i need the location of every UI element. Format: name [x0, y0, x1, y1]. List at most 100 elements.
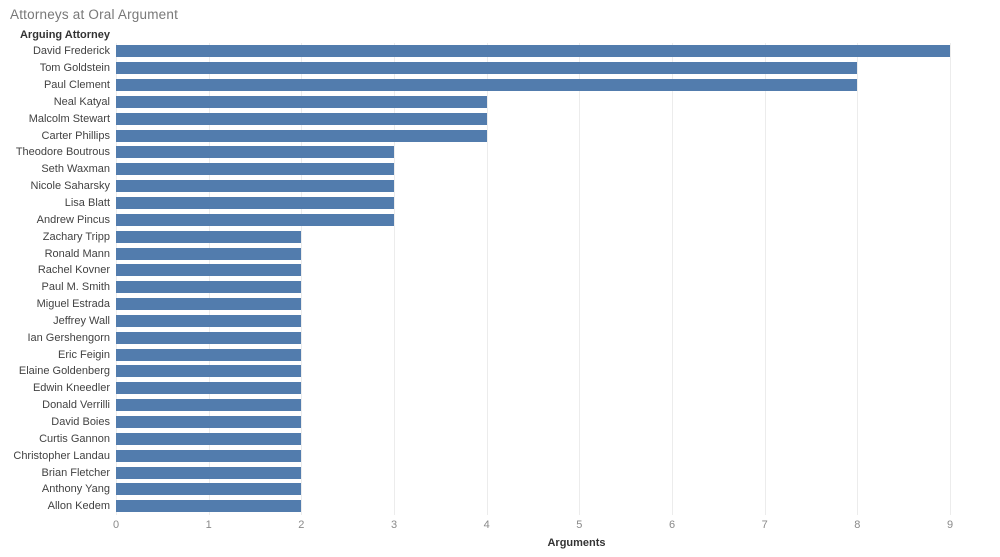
- bar[interactable]: [116, 247, 302, 260]
- category-label[interactable]: Brian Fletcher: [41, 466, 110, 479]
- category-label[interactable]: Elaine Goldenberg: [18, 365, 110, 378]
- category-label[interactable]: Allon Kedem: [47, 500, 110, 513]
- x-tick-label: 5: [576, 518, 583, 531]
- chart-body: David Frederick Tom Goldstein Paul Clement…: [0, 43, 1000, 515]
- category-label[interactable]: Curtis Gannon: [39, 432, 110, 445]
- category-label[interactable]: Paul M. Smith: [41, 281, 110, 294]
- category-label[interactable]: David Frederick: [32, 45, 110, 58]
- bar-row: [116, 329, 993, 346]
- category-label[interactable]: Miguel Estrada: [36, 298, 110, 311]
- gridline: [764, 43, 766, 515]
- bar[interactable]: [116, 146, 394, 159]
- bar[interactable]: [116, 163, 394, 176]
- category-label[interactable]: Rachel Kovner: [37, 264, 110, 277]
- gridline: [857, 43, 859, 515]
- bar-row: [116, 161, 993, 178]
- bar-row: [116, 262, 993, 279]
- bar-row: [116, 110, 993, 127]
- category-labels-column: David Frederick Tom Goldstein Paul Clement…: [0, 43, 110, 515]
- bar-row: [116, 60, 993, 77]
- category-label[interactable]: Eric Feigin: [58, 348, 110, 361]
- bar[interactable]: [116, 382, 302, 395]
- category-label[interactable]: Andrew Pincus: [36, 213, 110, 226]
- bar[interactable]: [116, 500, 302, 513]
- bar[interactable]: [116, 415, 302, 428]
- category-label[interactable]: Donald Verrilli: [42, 399, 110, 412]
- bar[interactable]: [116, 281, 302, 294]
- category-label[interactable]: Theodore Boutrous: [15, 146, 110, 159]
- category-label[interactable]: Lisa Blatt: [64, 197, 110, 210]
- bar[interactable]: [116, 314, 302, 327]
- bar-row: [116, 397, 993, 414]
- gridline: [301, 43, 303, 515]
- category-label[interactable]: Zachary Tripp: [42, 230, 110, 243]
- bar[interactable]: [116, 62, 858, 75]
- category-label[interactable]: Anthony Yang: [41, 483, 110, 496]
- category-label[interactable]: Ian Gershengorn: [27, 331, 110, 344]
- x-tick-label: 7: [761, 518, 768, 531]
- bar-row: [116, 43, 993, 60]
- bar[interactable]: [116, 213, 394, 226]
- x-tick-label: 8: [854, 518, 861, 531]
- category-label[interactable]: David Boies: [51, 415, 110, 428]
- bar-row: [116, 447, 993, 464]
- x-tick-label: 1: [205, 518, 212, 531]
- bar[interactable]: [116, 298, 302, 311]
- bar[interactable]: [116, 432, 302, 445]
- bar[interactable]: [116, 112, 487, 125]
- bar-row: [116, 464, 993, 481]
- gridline: [950, 43, 951, 515]
- bar-row: [116, 211, 993, 228]
- bar[interactable]: [116, 45, 950, 58]
- bar[interactable]: [116, 449, 302, 462]
- bar[interactable]: [116, 365, 302, 378]
- chart-title: Attorneys at Oral Argument: [10, 7, 179, 22]
- x-axis: 0 1 2 3 4 5 6 7 8 9: [112, 515, 993, 534]
- bar[interactable]: [116, 483, 302, 496]
- bar-row: [116, 77, 993, 94]
- x-tick-label: 0: [112, 518, 120, 531]
- bar[interactable]: [116, 79, 858, 92]
- bar[interactable]: [116, 466, 302, 479]
- x-tick-label: 2: [298, 518, 305, 531]
- bar-row: [116, 94, 993, 111]
- gridline: [116, 43, 117, 515]
- bar-row: [116, 346, 993, 363]
- bar-row: [116, 481, 993, 498]
- x-tick-label: 3: [390, 518, 398, 531]
- category-label[interactable]: Jeffrey Wall: [53, 314, 110, 327]
- bar-row: [116, 498, 993, 515]
- bar[interactable]: [116, 264, 302, 277]
- category-label[interactable]: Nicole Saharsky: [30, 180, 110, 193]
- category-label[interactable]: Christopher Landau: [13, 449, 110, 462]
- gridline: [486, 43, 488, 515]
- category-label[interactable]: Malcolm Stewart: [28, 112, 110, 125]
- bar[interactable]: [116, 230, 302, 243]
- bar[interactable]: [116, 331, 302, 344]
- category-label[interactable]: Carter Phillips: [41, 129, 110, 142]
- bar-row: [116, 313, 993, 330]
- y-axis-title: Arguing Attorney: [19, 29, 110, 41]
- bar-row: [116, 380, 993, 397]
- gridline: [672, 43, 673, 515]
- bar[interactable]: [116, 180, 394, 193]
- x-axis-title-row: Arguments: [146, 534, 1000, 552]
- bar-row: [116, 279, 993, 296]
- category-label[interactable]: Seth Waxman: [41, 163, 110, 176]
- category-label[interactable]: Paul Clement: [43, 79, 110, 92]
- bar-row: [116, 245, 993, 262]
- category-label[interactable]: Edwin Kneedler: [32, 382, 110, 395]
- bar-row: [116, 228, 993, 245]
- bar-row: [116, 430, 993, 447]
- bar[interactable]: [116, 197, 394, 210]
- category-label[interactable]: Neal Katyal: [53, 95, 110, 108]
- bar[interactable]: [116, 399, 302, 412]
- bar[interactable]: [116, 129, 487, 142]
- bar[interactable]: [116, 95, 487, 108]
- bar[interactable]: [116, 348, 302, 361]
- category-label[interactable]: Ronald Mann: [44, 247, 110, 260]
- gridline: [579, 43, 581, 515]
- x-tick-label: 9: [946, 518, 954, 531]
- category-label[interactable]: Tom Goldstein: [39, 62, 110, 75]
